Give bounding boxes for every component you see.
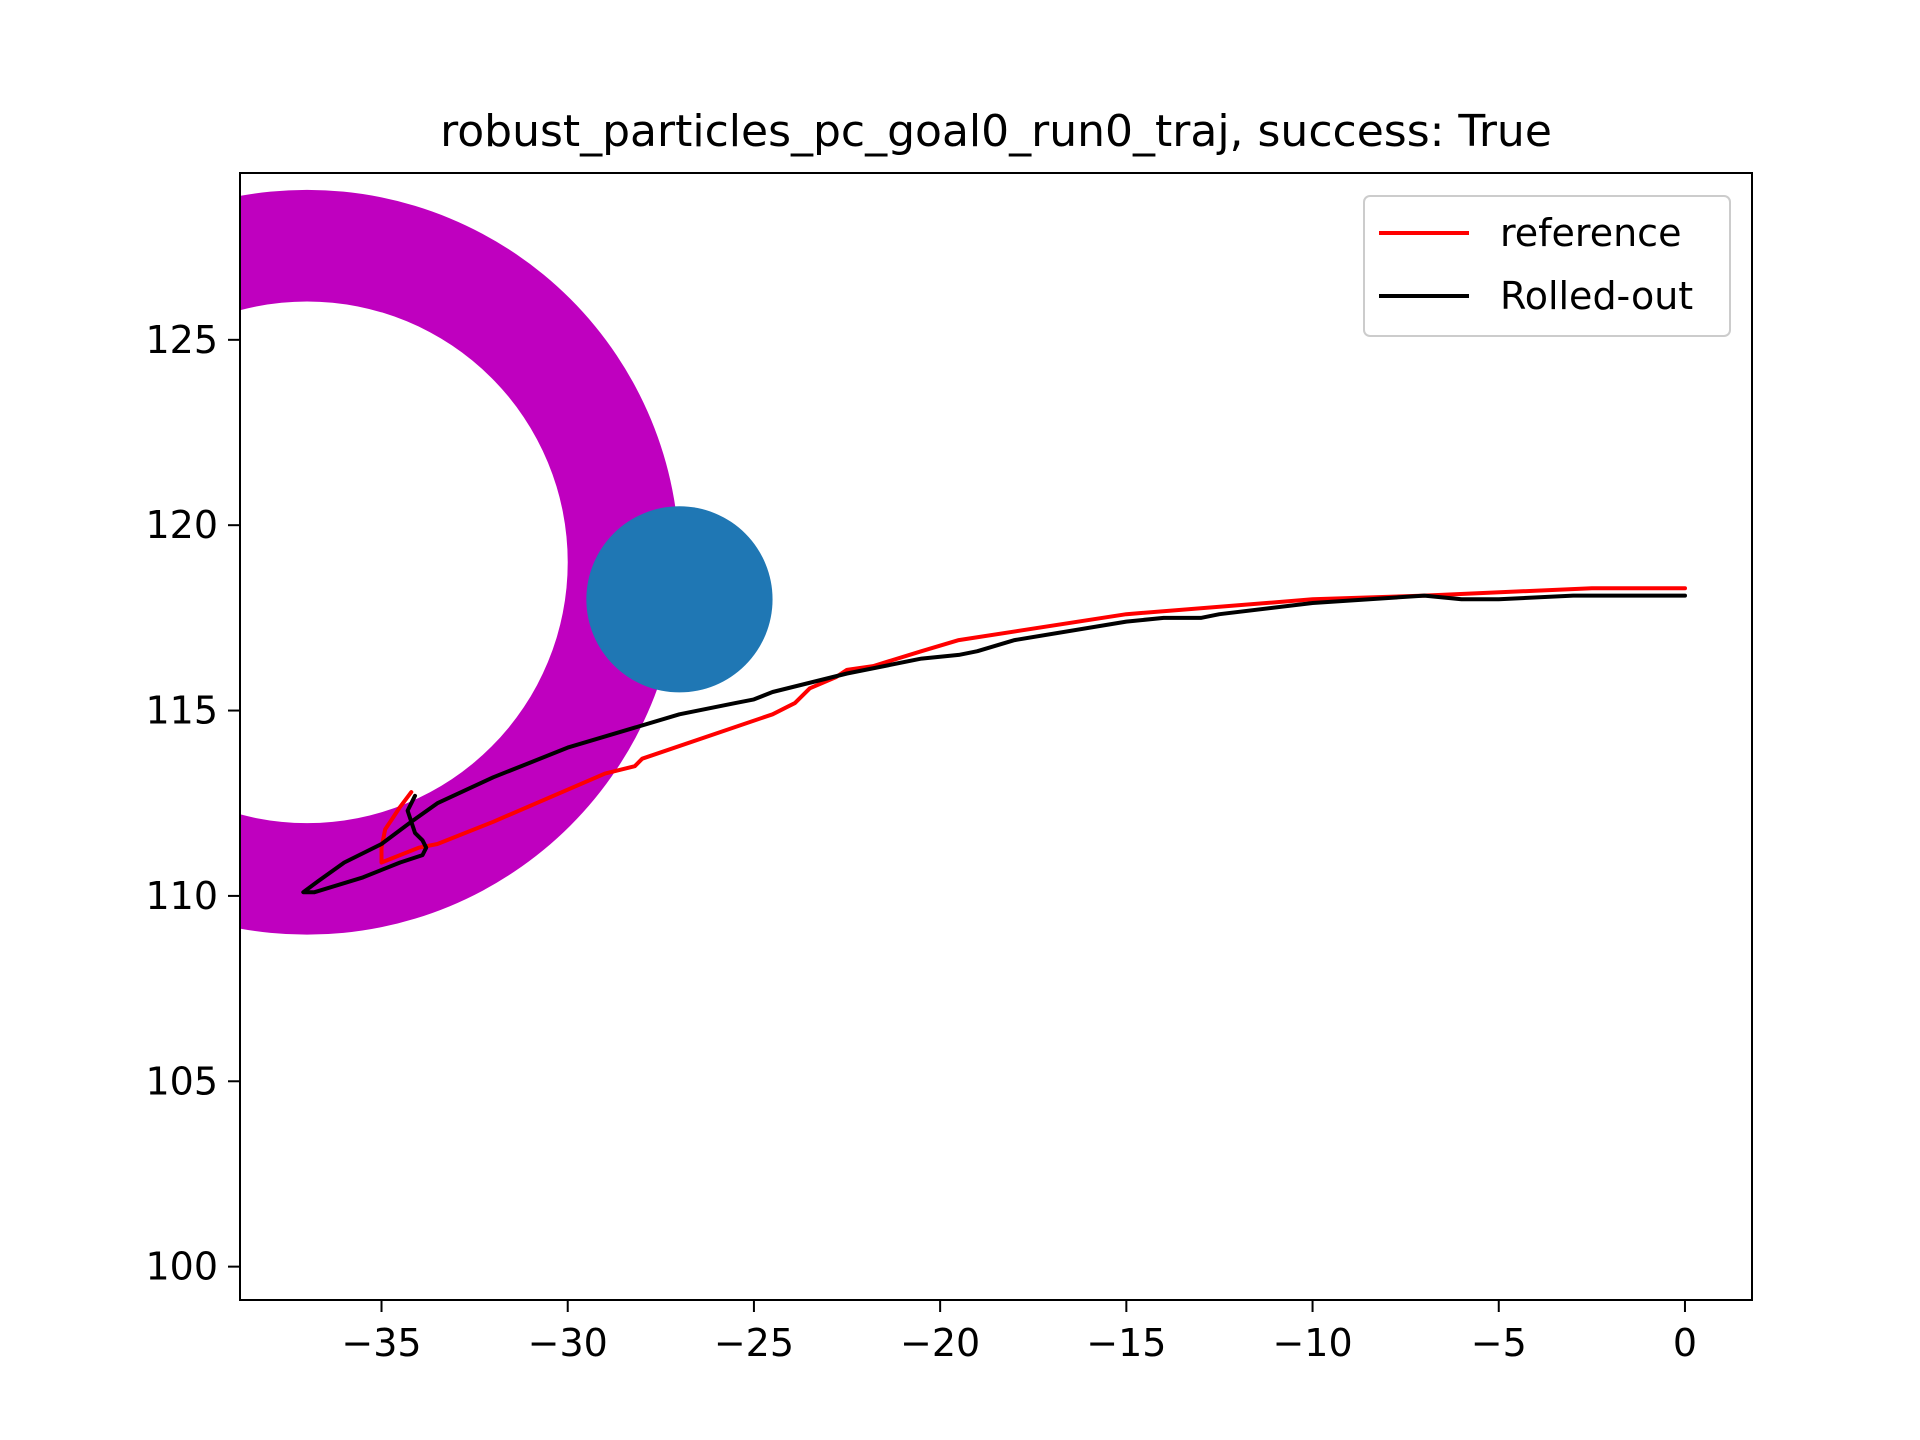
y-tick-label: 105 [145,1059,218,1103]
x-axis: −35 −30 −25 −20 −15 −10 −5 0 [341,1300,1697,1365]
y-tick-label: 100 [145,1245,218,1289]
y-axis: 100 105 110 115 120 125 [145,318,240,1289]
legend: reference Rolled-out [1363,195,1731,337]
y-tick-label: 125 [145,318,218,362]
y-tick-label: 115 [145,689,218,733]
x-tick-label: −5 [1471,1321,1527,1365]
x-tick-label: −25 [714,1321,794,1365]
legend-label-reference: reference [1500,211,1681,255]
x-tick-label: −10 [1272,1321,1352,1365]
obstacle-disk [586,506,773,693]
legend-label-rolled-out: Rolled-out [1500,274,1693,318]
x-tick-label: −20 [900,1321,980,1365]
plot-area [240,189,1687,936]
y-tick-label: 110 [145,874,218,918]
x-tick-label: 0 [1673,1321,1697,1365]
x-tick-label: −35 [341,1321,421,1365]
chart-title: robust_particles_pc_goal0_run0_traj, suc… [440,106,1552,157]
x-tick-label: −30 [528,1321,608,1365]
x-tick-label: −15 [1086,1321,1166,1365]
axes-frame [239,172,1753,1301]
y-tick-label: 120 [145,503,218,547]
series-line-rolled-out [301,593,1687,895]
series-line-reference [379,586,1687,865]
